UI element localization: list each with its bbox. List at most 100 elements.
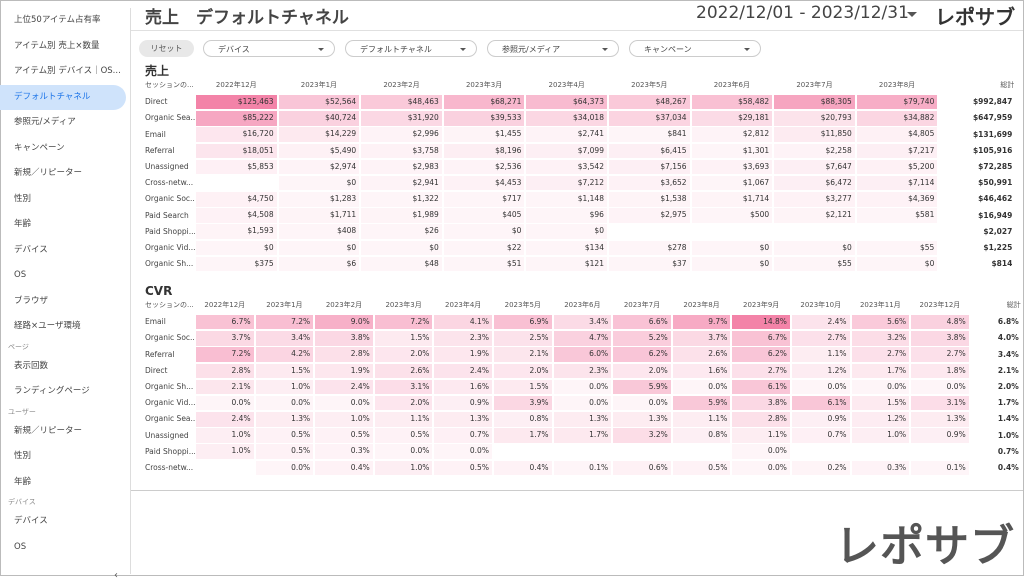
table-title: 売上: [145, 64, 170, 78]
sidebar-item[interactable]: 年齢: [14, 476, 32, 487]
data-cell: 5.6%: [851, 314, 910, 330]
sidebar: 上位50アイテム占有率 アイテム別 売上×数量アイテム別 デバイス｜OS... デフ…: [0, 8, 131, 581]
sidebar-item[interactable]: 経路×ユーザ環境: [14, 321, 81, 331]
data-cell: $121: [526, 256, 607, 272]
data-cell: [196, 176, 277, 191]
reset-button[interactable]: リセット: [139, 40, 194, 57]
data-cell: 0.0%: [196, 395, 254, 411]
data-cell: 1.6%: [672, 363, 731, 379]
sidebar-item[interactable]: OS: [14, 270, 27, 280]
filter-dropdown[interactable]: キャンペーン: [629, 40, 761, 57]
data-cell: 1.3%: [553, 412, 612, 427]
column-header: 2023年2月: [325, 301, 363, 309]
sidebar-item[interactable]: デフォルトチャネル: [0, 84, 126, 110]
table-header-row: セッションの... 2022年12月 2023年1月 2023年2月 2023年3月 20…: [145, 78, 1014, 94]
filter-dropdown[interactable]: 参照元/メディア: [487, 40, 619, 57]
data-cell: $4,508: [196, 208, 277, 223]
table-row: Organic Soc... $4,750 $1,283 $1,322 $717 $1,1…: [145, 191, 1014, 207]
row-label: Email: [145, 129, 166, 139]
data-cell: 2.8%: [732, 412, 790, 427]
data-cell: 2.0%: [493, 363, 552, 379]
data-cell: $2,996: [361, 127, 442, 142]
sidebar-item[interactable]: アイテム別 デバイス｜OS...: [14, 66, 121, 76]
data-cell: $408: [278, 224, 360, 239]
data-cell: 2.7%: [911, 347, 969, 362]
data-cell: $1,711: [278, 208, 360, 223]
sidebar-item[interactable]: 年齢: [14, 219, 32, 229]
data-cell: [939, 144, 961, 159]
total-cell: 3.4%: [997, 349, 1019, 359]
data-cell: [939, 224, 961, 239]
sidebar-item[interactable]: 新規／リピーター: [14, 168, 83, 178]
main: 売上 デフォルトチャネル 2022/12/01 - 2023/12/31 レポサ…: [131, 0, 1023, 576]
data-cell: 0.0%: [732, 460, 790, 476]
data-cell: 1.0%: [374, 460, 433, 476]
data-cell: 6.7%: [196, 314, 254, 330]
data-cell: $79,740: [856, 94, 938, 110]
data-cell: $7,647: [774, 159, 855, 175]
row-label: Organic Sea...: [145, 414, 195, 424]
table-row: Email 6.7% 7.2% 9.0% 7.2% 4.1% 6.9% 3.4% 6.6% 9.7…: [145, 314, 1021, 330]
sidebar-item[interactable]: OS: [14, 541, 27, 552]
data-cell: $3,758: [361, 143, 442, 159]
data-cell: 4.8%: [911, 314, 969, 330]
data-cell: 2.7%: [791, 331, 850, 346]
sidebar-item[interactable]: ランディングページ: [14, 386, 90, 396]
data-cell: $1,322: [361, 192, 442, 207]
data-cell: $405: [443, 208, 525, 223]
divider: [131, 490, 1023, 491]
data-cell: 2.6%: [672, 347, 731, 362]
sidebar-item[interactable]: デバイス: [14, 516, 48, 526]
data-cell: 2.7%: [851, 347, 910, 362]
row-label: Organic Soc...: [145, 333, 195, 343]
filter-dropdown[interactable]: デフォルトチャネル: [345, 40, 477, 57]
data-cell: $3,652: [608, 175, 690, 191]
date-range[interactable]: 2022/12/01 - 2023/12/31: [696, 3, 909, 23]
sidebar-item[interactable]: 性別: [14, 193, 32, 204]
data-cell: 0.9%: [791, 412, 850, 427]
data-cell: 2.0%: [613, 363, 671, 379]
row-header: セッションの...: [145, 81, 194, 89]
sidebar-item[interactable]: デバイス: [14, 244, 48, 255]
table-row: Unassigned 1.0% 0.5% 0.5% 0.5% 0.7% 1.7% 1.7% 3.…: [145, 428, 1021, 444]
sidebar-item[interactable]: 表示回数: [14, 360, 49, 371]
sidebar-item[interactable]: アイテム別 売上×数量: [14, 40, 100, 51]
sidebar-item[interactable]: 参照元/メディア: [14, 117, 76, 127]
filter-dropdown[interactable]: デバイス: [203, 40, 335, 57]
sidebar-item[interactable]: キャンペーン: [14, 142, 65, 153]
data-cell: 0.4%: [315, 460, 373, 476]
data-cell: 1.9%: [315, 363, 373, 379]
column-header: 2022年12月: [215, 81, 257, 89]
sidebar-item[interactable]: 上位50アイテム占有率: [14, 15, 101, 25]
table: 売上 セッションの... 2022年12月 2023年1月 2023年2月 2023年3月…: [145, 64, 1014, 272]
total-cell: 0.7%: [997, 446, 1019, 456]
total-cell: $46,462: [978, 194, 1013, 204]
data-cell: 4.2%: [255, 347, 314, 362]
data-cell: $5,200: [856, 159, 938, 175]
sidebar-item[interactable]: ブラウザ: [14, 295, 49, 306]
data-cell: $581: [856, 208, 938, 223]
data-cell: $11,850: [774, 127, 855, 142]
data-cell: 1.5%: [374, 331, 433, 346]
total-cell: 1.0%: [997, 430, 1019, 440]
date-caret[interactable]: [907, 12, 917, 17]
data-cell: [939, 241, 961, 256]
data-cell: $4,453: [443, 175, 525, 191]
sidebar-item[interactable]: 性別: [14, 451, 32, 461]
divider: [131, 30, 1023, 31]
data-cell: $0: [691, 256, 773, 272]
data-cell: 6.2%: [732, 347, 790, 362]
data-cell: 1.2%: [851, 412, 910, 427]
table-row: Referral $18,051 $5,490 $3,758 $8,196 $7,099 $…: [145, 143, 1014, 159]
data-cell: 2.6%: [374, 363, 433, 379]
data-cell: 1.0%: [196, 428, 254, 443]
row-label: Organic Soc...: [145, 194, 195, 204]
data-cell: 1.0%: [315, 412, 373, 427]
data-cell: $4,805: [856, 127, 938, 142]
row-label: Organic Vid...: [145, 242, 195, 252]
data-cell: $0: [196, 240, 277, 256]
column-header: 2023年2月: [383, 81, 420, 89]
sidebar-item[interactable]: 新規／リピーター: [14, 425, 83, 436]
data-cell: 1.9%: [434, 347, 492, 362]
table-row: Organic Sh... $375 $6 $48 $51 $121 $37 $0 $55 $0 $…: [145, 256, 1014, 272]
